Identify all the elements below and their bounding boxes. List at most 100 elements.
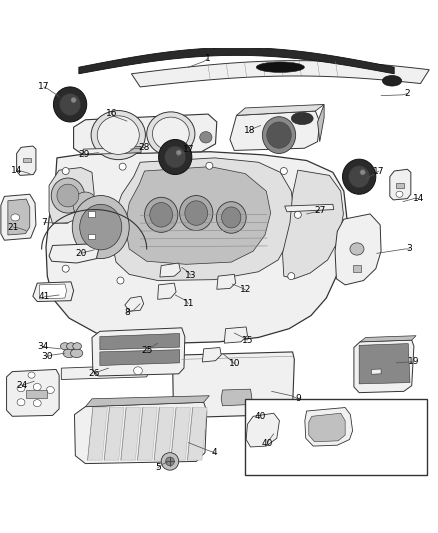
Ellipse shape [17, 385, 25, 392]
Text: 8: 8 [124, 308, 130, 317]
Polygon shape [46, 152, 347, 343]
Ellipse shape [62, 265, 69, 272]
Polygon shape [125, 296, 144, 311]
Polygon shape [224, 327, 247, 343]
Ellipse shape [349, 166, 370, 188]
Ellipse shape [72, 196, 129, 259]
Text: 40: 40 [255, 412, 266, 421]
Text: 27: 27 [314, 206, 325, 215]
Bar [88, 211, 95, 216]
Polygon shape [202, 348, 221, 362]
Polygon shape [61, 365, 149, 379]
Polygon shape [74, 402, 207, 464]
Polygon shape [83, 148, 117, 155]
Polygon shape [1, 194, 36, 240]
Ellipse shape [222, 207, 241, 228]
Text: 29: 29 [78, 150, 90, 159]
Bar [26, 390, 47, 398]
Ellipse shape [185, 201, 208, 225]
Text: 7: 7 [41, 218, 47, 227]
Polygon shape [318, 104, 324, 142]
Text: 25: 25 [141, 346, 152, 355]
Ellipse shape [288, 273, 295, 280]
Text: 21: 21 [7, 223, 19, 231]
Ellipse shape [145, 197, 178, 232]
Text: 15: 15 [242, 336, 253, 344]
Ellipse shape [91, 110, 145, 159]
Ellipse shape [134, 367, 142, 375]
Polygon shape [371, 369, 381, 374]
Ellipse shape [67, 343, 75, 350]
Ellipse shape [53, 87, 87, 122]
Polygon shape [285, 204, 334, 212]
Polygon shape [173, 352, 294, 418]
Text: 26: 26 [88, 369, 100, 378]
Polygon shape [221, 389, 252, 406]
Ellipse shape [206, 162, 213, 169]
Polygon shape [335, 214, 381, 285]
Text: 28: 28 [139, 143, 150, 152]
Polygon shape [49, 167, 94, 223]
Text: 24: 24 [16, 381, 28, 390]
Ellipse shape [152, 117, 189, 150]
Ellipse shape [63, 349, 75, 358]
Ellipse shape [73, 192, 98, 219]
Text: 3: 3 [406, 245, 413, 254]
Bar [353, 265, 361, 272]
Text: 20: 20 [75, 249, 87, 258]
Ellipse shape [216, 201, 246, 233]
Ellipse shape [176, 150, 181, 155]
Polygon shape [360, 336, 416, 342]
Polygon shape [121, 408, 141, 460]
Ellipse shape [71, 349, 83, 358]
Ellipse shape [166, 457, 174, 466]
Text: 14: 14 [413, 194, 424, 203]
Polygon shape [85, 395, 209, 407]
Ellipse shape [80, 204, 122, 250]
Ellipse shape [147, 112, 195, 156]
Ellipse shape [17, 399, 25, 406]
Ellipse shape [62, 167, 69, 174]
Polygon shape [390, 169, 411, 200]
Polygon shape [230, 111, 320, 150]
Text: 41: 41 [39, 292, 50, 301]
Polygon shape [39, 284, 67, 299]
Polygon shape [92, 328, 185, 376]
Text: 1: 1 [205, 54, 211, 63]
Polygon shape [138, 408, 157, 460]
Polygon shape [354, 340, 414, 393]
Ellipse shape [73, 343, 81, 350]
Ellipse shape [28, 372, 35, 378]
Ellipse shape [291, 112, 313, 125]
Polygon shape [104, 408, 124, 460]
Ellipse shape [280, 167, 287, 174]
Ellipse shape [294, 211, 301, 219]
Text: 13: 13 [185, 271, 196, 280]
Text: 40: 40 [261, 439, 273, 448]
Ellipse shape [46, 386, 54, 393]
Polygon shape [154, 408, 174, 460]
Polygon shape [237, 104, 324, 115]
Ellipse shape [51, 178, 85, 213]
Polygon shape [74, 114, 217, 155]
Text: 30: 30 [42, 352, 53, 361]
Text: 17: 17 [38, 83, 49, 92]
Text: 17: 17 [373, 166, 385, 175]
Bar [23, 158, 31, 162]
Ellipse shape [33, 400, 41, 407]
Text: 17: 17 [183, 144, 194, 154]
Polygon shape [309, 413, 345, 442]
Polygon shape [131, 61, 429, 87]
Polygon shape [49, 244, 99, 263]
Ellipse shape [200, 132, 212, 143]
Text: 2: 2 [405, 89, 410, 98]
Ellipse shape [360, 169, 365, 175]
Text: 34: 34 [37, 342, 49, 351]
Ellipse shape [57, 184, 79, 207]
Ellipse shape [33, 383, 41, 391]
Polygon shape [187, 408, 207, 460]
Polygon shape [100, 334, 180, 350]
Ellipse shape [180, 196, 213, 231]
Ellipse shape [60, 343, 69, 350]
Ellipse shape [97, 116, 139, 155]
